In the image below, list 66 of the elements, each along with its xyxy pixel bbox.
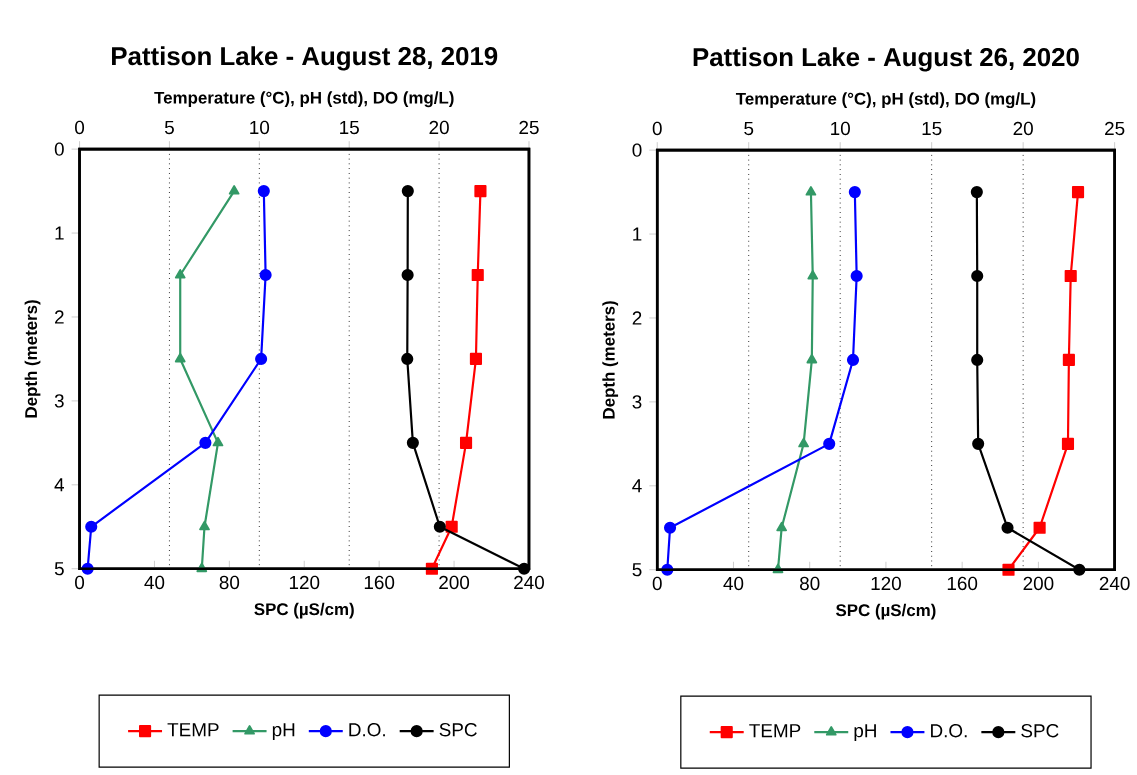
x2-tick-label: 10 [250,121,270,135]
x-tick-label: 240 [514,575,544,590]
point [970,186,983,199]
x2-tick-label: 20 [1013,121,1033,136]
x2-tick-label: 15 [340,121,359,135]
x-tick-label: 240 [1099,576,1130,591]
x2-tick-label: 0 [75,121,85,135]
x-tick-label: 120 [871,576,901,591]
legend-label: pH [854,724,876,742]
legend-label: SPC [439,723,477,737]
x2-tick-label: 25 [1105,121,1125,136]
y-tick-label: 5 [632,563,642,577]
y-tick-label: 3 [632,395,642,409]
x-tick-label: 200 [439,575,470,590]
point [971,354,984,367]
x-tick-label: 160 [364,575,395,590]
point [972,438,985,451]
y-tick-label: 0 [54,142,64,157]
point [1001,521,1014,535]
point [433,520,446,534]
x-tick-label: 80 [219,575,240,590]
legend-label: D.O. [931,724,967,738]
y-tick-label: 3 [54,394,64,408]
y-tick-label: 1 [633,227,642,241]
x2-tick-label: 5 [164,121,174,135]
point [406,437,419,450]
point [1073,563,1086,577]
x-tick-label: 200 [1023,576,1054,591]
y-tick-label: 2 [55,310,64,324]
point [971,270,984,283]
x2-axis-title: Temperature (°C), pH (std), DO (mg/L) [154,91,454,108]
x2-tick-label: 0 [652,121,662,136]
x-axis-title: SPC (µS/cm) [254,603,354,619]
y-tick-label: 5 [54,562,64,576]
x-tick-label: 0 [652,576,662,591]
x-axis-title: SPC (µS/cm) [836,603,936,620]
legend-label: TEMP [749,724,801,738]
x-tick-label: 80 [800,576,820,591]
y-axis-title: Depth (meters) [602,301,619,419]
point [401,185,414,198]
x2-tick-label: 20 [429,121,449,135]
x2-tick-label: 5 [744,122,754,136]
x2-axis-title: Temperature (°C), pH (std), DO (mg/L) [735,92,1036,109]
x-tick-label: 40 [723,576,744,591]
legend-label: TEMP [167,723,219,737]
x2-tick-label: 10 [831,121,850,136]
y-tick-label: 4 [54,478,65,492]
x2-tick-label: 15 [922,122,942,136]
legend-label: D.O. [349,723,385,737]
legend-label: pH [272,723,295,741]
point [401,353,414,366]
chart-title: Pattison Lake - August 26, 2020 [693,47,1079,72]
y-tick-label: 0 [632,143,642,158]
y-tick-label: 1 [55,226,64,240]
point [518,562,531,576]
legend-label: SPC [1021,724,1059,738]
x-tick-label: 40 [144,575,165,590]
x-tick-label: 160 [947,576,978,591]
y-tick-label: 4 [632,479,642,493]
x-tick-label: 0 [75,575,85,590]
x-tick-label: 120 [289,575,320,590]
chart-title: Pattison Lake - August 28, 2019 [112,46,498,71]
x2-tick-label: 25 [519,121,539,135]
point [401,269,414,282]
y-tick-label: 2 [632,311,642,325]
y-axis-title: Depth (meters) [24,300,41,418]
